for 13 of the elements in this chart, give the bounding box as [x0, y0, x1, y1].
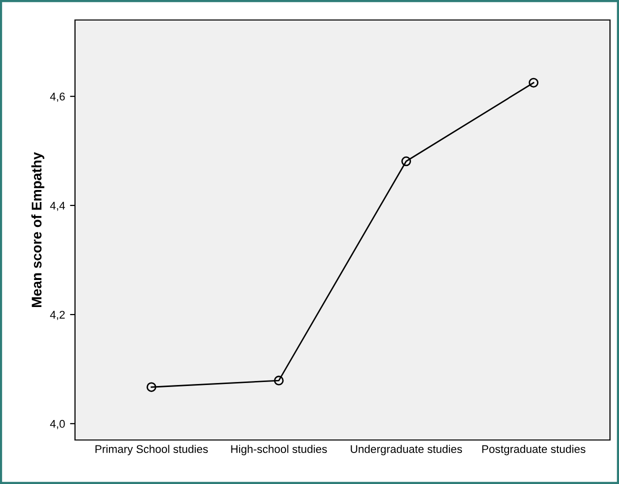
x-tick-label: Undergraduate studies	[350, 444, 462, 456]
point	[528, 78, 538, 88]
y-tick-label: 4,6	[50, 92, 65, 102]
y-tick-label: 4,2	[50, 310, 65, 320]
y-axis-title: Mean score of Empathy	[31, 152, 44, 308]
point	[401, 156, 412, 166]
point	[274, 376, 284, 386]
y-tick-label: 4,4	[50, 202, 65, 211]
x-tick-label: High-school studies	[231, 444, 327, 456]
x-tick-label: Postgraduate studies	[482, 444, 586, 456]
y-tick-label: 4,0	[50, 420, 65, 430]
x-tick-label: Primary School studies	[96, 444, 208, 456]
point	[146, 382, 156, 392]
